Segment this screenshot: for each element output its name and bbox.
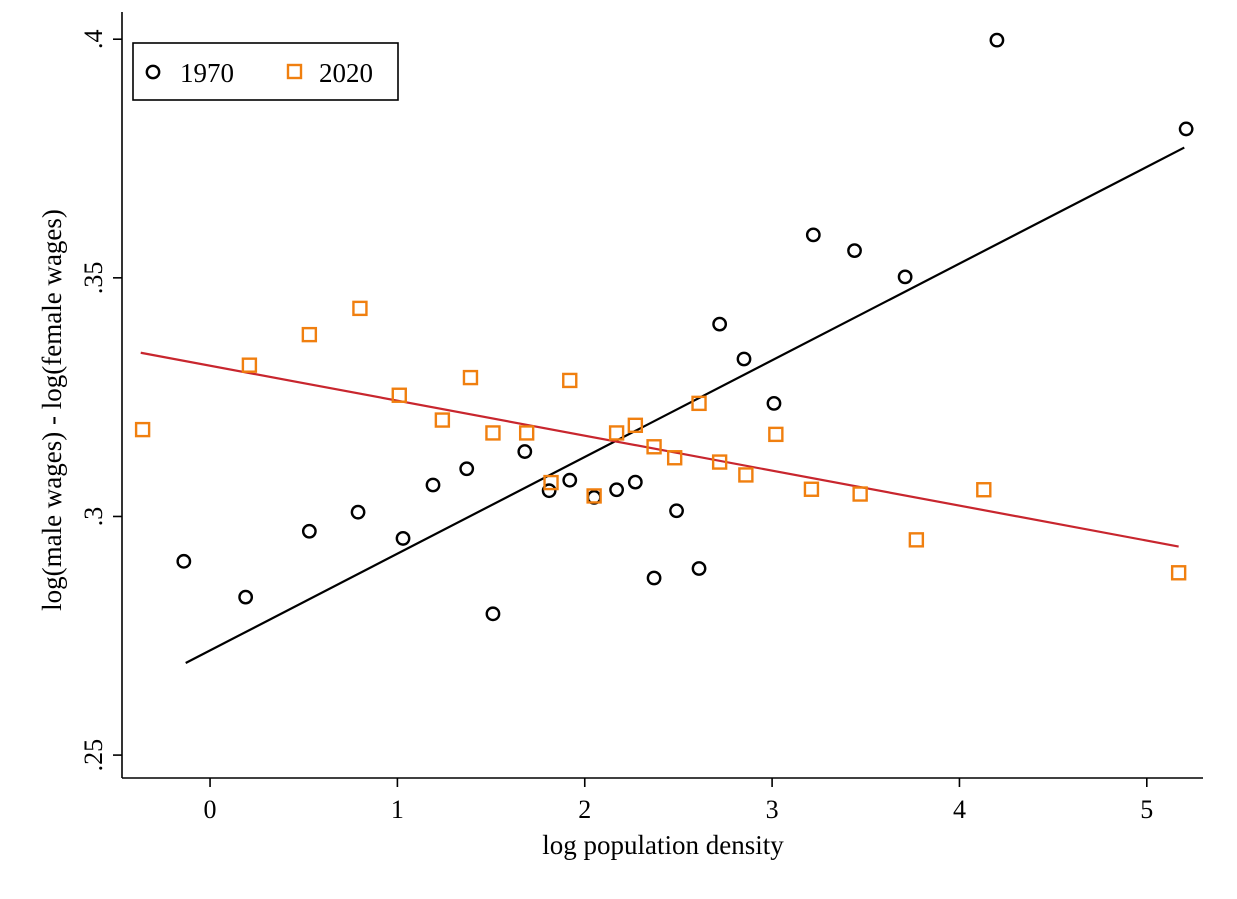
point-1970 <box>805 227 821 243</box>
x-axis: 0 1 2 3 4 5 <box>122 777 1203 824</box>
point-1970 <box>485 606 501 622</box>
x-tick-label: 5 <box>1140 795 1153 824</box>
point-2020 <box>908 532 925 548</box>
x-tick-label: 0 <box>204 795 217 824</box>
point-1970 <box>897 269 913 285</box>
legend-marker-1970 <box>145 64 161 80</box>
point-1970 <box>989 32 1005 48</box>
point-2020 <box>543 474 559 491</box>
x-tick-label: 3 <box>766 795 779 824</box>
point-2020 <box>391 387 407 403</box>
data-markers <box>134 32 1194 622</box>
point-2020 <box>134 421 151 438</box>
point-2020 <box>666 450 683 466</box>
point-2020 <box>738 467 754 483</box>
point-1970 <box>736 351 752 367</box>
legend-label-2020: 2020 <box>319 58 373 88</box>
point-2020 <box>241 357 258 373</box>
point-2020 <box>803 481 820 497</box>
y-tick-label: .3 <box>79 507 108 527</box>
point-1970 <box>1178 121 1194 137</box>
point-1970 <box>609 482 624 498</box>
point-1970 <box>541 483 557 499</box>
point-1970 <box>238 589 254 605</box>
point-2020 <box>352 300 368 317</box>
point-2020 <box>976 482 992 498</box>
point-2020 <box>646 439 662 455</box>
point-2020 <box>586 488 602 504</box>
point-1970 <box>646 570 662 586</box>
point-1970 <box>517 444 533 459</box>
point-1970 <box>395 531 411 546</box>
point-1970 <box>350 504 366 520</box>
point-1970 <box>301 523 317 539</box>
point-2020 <box>711 454 728 470</box>
legend-marker-2020 <box>286 63 303 80</box>
point-1970 <box>459 461 475 477</box>
point-2020 <box>518 425 535 441</box>
x-tick-label: 2 <box>578 795 591 824</box>
point-2020 <box>485 425 501 441</box>
point-2020 <box>562 372 578 389</box>
legend-box <box>132 42 399 101</box>
point-2020 <box>627 417 644 434</box>
point-1970 <box>627 474 643 490</box>
point-2020 <box>462 369 479 386</box>
y-axis: .25 .3 .35 .4 <box>79 12 123 778</box>
point-1970 <box>562 472 578 488</box>
point-2020 <box>768 426 784 443</box>
point-1970 <box>669 503 684 519</box>
point-1970 <box>712 316 728 332</box>
point-2020 <box>434 412 451 428</box>
point-1970 <box>176 553 192 569</box>
point-1970 <box>691 561 707 576</box>
point-2020 <box>301 326 318 343</box>
x-tick-label: 1 <box>391 795 404 824</box>
y-axis-title: log(male wages) - log(female wages) <box>37 209 67 611</box>
point-1970 <box>425 477 441 493</box>
x-axis-title: log population density <box>542 830 784 860</box>
y-tick-label: .4 <box>79 29 108 49</box>
x-tick-label: 4 <box>953 795 966 824</box>
y-tick-label: .35 <box>79 262 108 295</box>
point-2020 <box>852 486 868 502</box>
point-1970 <box>847 243 862 259</box>
legend: 1970 2020 <box>132 42 399 101</box>
legend-label-1970: 1970 <box>180 58 234 88</box>
fit-line-1970 <box>185 146 1185 664</box>
point-2020 <box>691 395 707 412</box>
point-2020 <box>1170 565 1187 581</box>
y-tick-label: .25 <box>79 739 108 772</box>
point-1970 <box>766 395 782 411</box>
point-2020 <box>608 425 625 441</box>
